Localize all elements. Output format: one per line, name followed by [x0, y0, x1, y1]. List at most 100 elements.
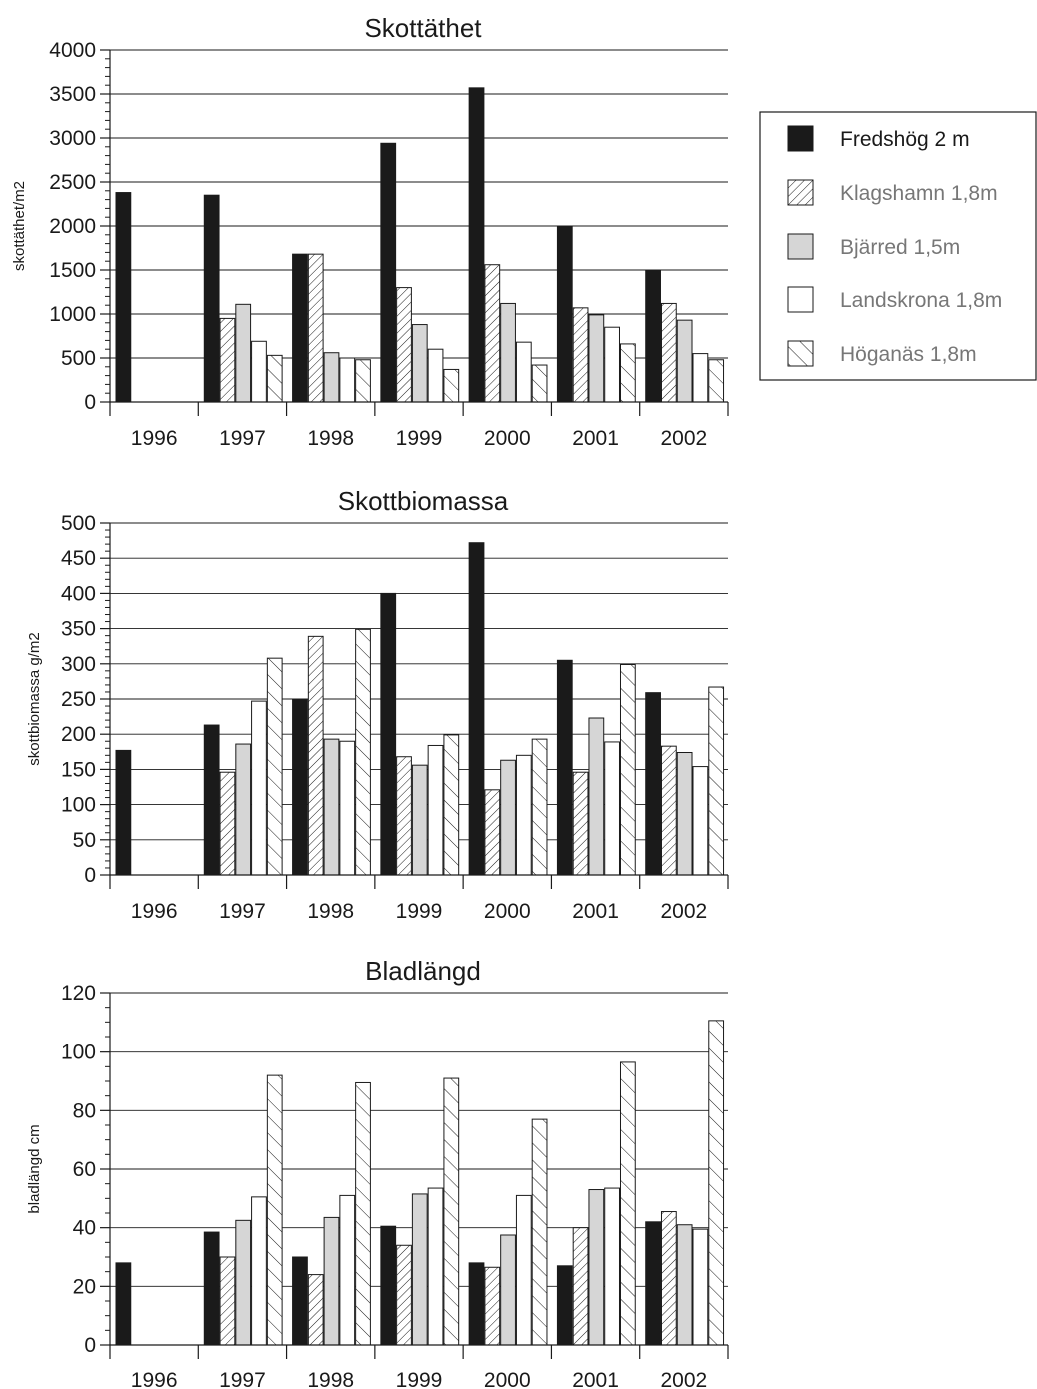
y-tick-label: 100	[61, 1041, 96, 1064]
x-tick-label-1997: 1997	[219, 1369, 266, 1389]
y-tick-label: 0	[84, 864, 96, 887]
bar-fredshog-1997	[203, 194, 220, 403]
x-tick-label-2002: 2002	[660, 1369, 707, 1389]
bar-hoganas-1999	[443, 1077, 460, 1346]
x-tick-label-1999: 1999	[396, 1369, 443, 1389]
legend-swatch-landskrona	[787, 286, 814, 313]
bar-hoganas-1999	[443, 734, 460, 876]
x-tick-label-1996: 1996	[131, 427, 178, 450]
bar-fredshog-2002	[645, 1221, 661, 1346]
chart-skottathet: 0 500 1000 1500 2000 2500 3000 3500 4000 1996 1997…	[11, 13, 729, 450]
y-tick-label: 450	[61, 547, 96, 570]
bar-hoganas-2000	[531, 738, 548, 876]
bar-landskrona-1998	[339, 740, 356, 876]
y-tick-label: 2500	[49, 171, 96, 194]
bar-fredshog-1999	[380, 142, 397, 403]
bar-hoganas-1997	[266, 1074, 283, 1346]
bar-fredshog-2001	[556, 225, 573, 403]
bar-hoganas-1998	[355, 1081, 371, 1346]
x-tick-label-2002: 2002	[660, 427, 707, 450]
bar-klagshamn-2000	[484, 264, 501, 403]
bar-hoganas-2002	[708, 359, 725, 403]
x-tick-label-2001: 2001	[572, 900, 619, 923]
legend-item-hoganas: Höganäs 1,8m	[787, 340, 977, 367]
bar-fredshog-2000	[468, 542, 485, 876]
y-axis-label: bladlängd cm	[26, 1124, 43, 1213]
bar-klagshamn-2000	[484, 1266, 501, 1346]
bar-bjarred-2000	[500, 759, 516, 876]
bar-klagshamn-2001	[572, 1227, 589, 1346]
bar-bjarred-2001	[588, 717, 605, 876]
x-tick-label-1999: 1999	[396, 900, 443, 923]
legend-item-fredshog: Fredshög 2 m	[787, 125, 970, 152]
y-axis-label: skottbiomassa g/m2	[26, 632, 43, 765]
bar-hoganas-1999	[443, 368, 460, 403]
bar-fredshog-2002	[645, 692, 661, 876]
bar-hoganas-2000	[531, 1118, 548, 1346]
y-tick-label: 60	[73, 1158, 96, 1181]
bar-fredshog-1998	[292, 698, 308, 876]
bar-bjarred-1997	[235, 1219, 252, 1346]
bar-hoganas-1998	[355, 359, 371, 403]
bar-landskrona-2002	[692, 353, 709, 403]
bar-hoganas-2000	[531, 364, 548, 403]
x-tick-label-1999: 1999	[396, 427, 443, 450]
y-tick-label: 350	[61, 618, 96, 641]
legend-label-fredshog: Fredshög 2 m	[840, 128, 970, 151]
bar-bjarred-2002	[676, 1224, 693, 1346]
bar-bjarred-1998	[323, 352, 340, 403]
bar-fredshog-2000	[468, 1262, 485, 1346]
y-tick-label: 40	[73, 1217, 96, 1240]
bar-landskrona-1999	[427, 744, 444, 876]
y-tick-label: 0	[84, 391, 96, 414]
bar-bjarred-1999	[411, 324, 428, 403]
bar-landskrona-2001	[604, 741, 620, 876]
bar-fredshog-1996	[115, 1262, 132, 1346]
bar-bjarred-2001	[588, 1189, 605, 1346]
y-tick-label: 500	[61, 347, 96, 370]
bar-landskrona-1998	[339, 1194, 356, 1346]
bar-fredshog-2001	[556, 1265, 573, 1346]
bar-bjarred-1998	[323, 738, 340, 876]
y-tick-label: 500	[61, 512, 96, 535]
bar-hoganas-1998	[355, 628, 371, 876]
bar-landskrona-2000	[515, 754, 532, 876]
bar-fredshog-1998	[292, 253, 308, 403]
bar-landskrona-1997	[251, 1196, 267, 1346]
bar-fredshog-2001	[556, 659, 573, 876]
legend-swatch-bjarred	[787, 233, 814, 260]
y-tick-label: 400	[61, 582, 96, 605]
bar-klagshamn-1998	[307, 253, 324, 403]
bar-klagshamn-1999	[396, 756, 412, 876]
bar-klagshamn-1998	[307, 635, 324, 876]
bar-fredshog-2000	[468, 87, 485, 403]
bar-landskrona-2002	[692, 1228, 709, 1346]
x-tick-label-1997: 1997	[219, 900, 266, 923]
y-tick-label: 100	[61, 794, 96, 817]
bar-fredshog-1996	[115, 749, 132, 876]
bar-fredshog-1999	[380, 592, 397, 876]
bar-fredshog-1999	[380, 1225, 397, 1346]
bar-klagshamn-1997	[219, 1256, 236, 1346]
bar-klagshamn-2000	[484, 789, 501, 876]
bar-landskrona-1997	[251, 700, 267, 876]
legend-item-bjarred: Bjärred 1,5m	[787, 233, 960, 260]
legend-item-landskrona: Landskrona 1,8m	[787, 286, 1002, 313]
x-tick-label-2002: 2002	[660, 900, 707, 923]
x-tick-label-2000: 2000	[484, 1369, 531, 1389]
bar-hoganas-1997	[266, 354, 283, 403]
y-tick-label: 50	[73, 829, 96, 852]
bar-landskrona-2001	[604, 326, 620, 403]
y-tick-label: 3000	[49, 127, 96, 150]
x-tick-label-1997: 1997	[219, 427, 266, 450]
bar-landskrona-2000	[515, 341, 532, 403]
bar-landskrona-1997	[251, 340, 267, 403]
bar-hoganas-2001	[619, 664, 636, 876]
bar-bjarred-2002	[676, 319, 693, 403]
legend-label-klagshamn: Klagshamn 1,8m	[840, 182, 998, 205]
bar-landskrona-1999	[427, 1187, 444, 1346]
bar-klagshamn-2001	[572, 307, 589, 403]
bar-landskrona-1999	[427, 348, 444, 403]
y-tick-label: 150	[61, 758, 96, 781]
